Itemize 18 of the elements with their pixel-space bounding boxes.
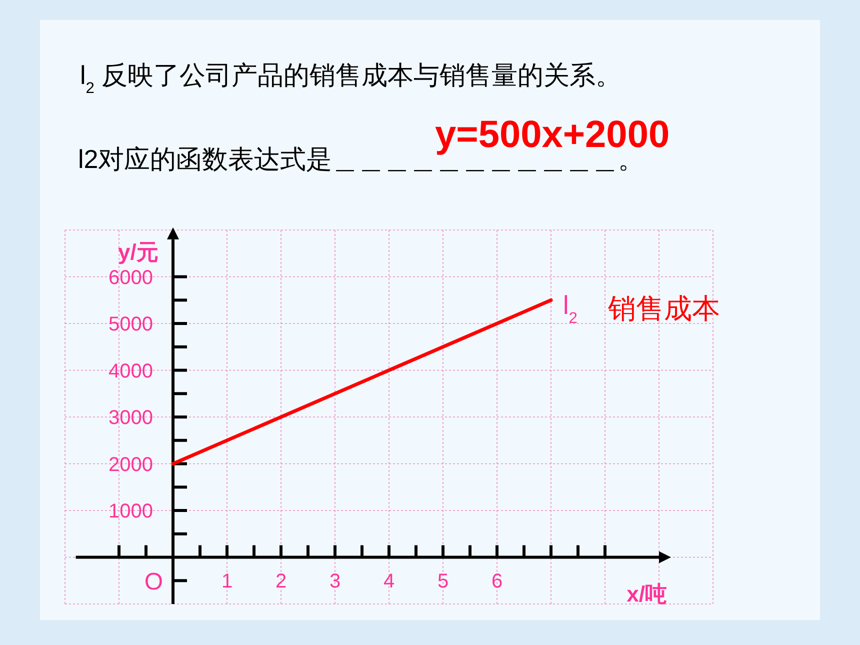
series-label: l$_{2}$ <box>563 290 578 327</box>
x-tick-label: 4 <box>383 570 395 592</box>
y-tick-label: 6000 <box>108 266 153 289</box>
x-tick-label: 5 <box>437 570 449 592</box>
x-tick-label: 3 <box>329 570 341 592</box>
x-tick-label: 2 <box>275 570 287 592</box>
annotation: O <box>144 568 163 596</box>
y-axis-title: y/元 <box>118 239 158 264</box>
x-tick-label: 6 <box>491 570 503 592</box>
annotation: 销售成本 <box>607 293 720 324</box>
y-tick-label: 5000 <box>108 314 153 336</box>
y-tick-label: 1000 <box>108 500 153 522</box>
chart-title: l$_{2}$ 反映了公司产品的销售成本与销售量的关系。 <box>80 60 622 96</box>
x-axis-title: x/吨 <box>626 581 667 606</box>
y-tick-label: 2000 <box>108 454 153 476</box>
x-tick-label: 1 <box>221 570 233 592</box>
y-tick-label: 4000 <box>108 360 153 382</box>
y-tick-label: 3000 <box>108 407 153 429</box>
